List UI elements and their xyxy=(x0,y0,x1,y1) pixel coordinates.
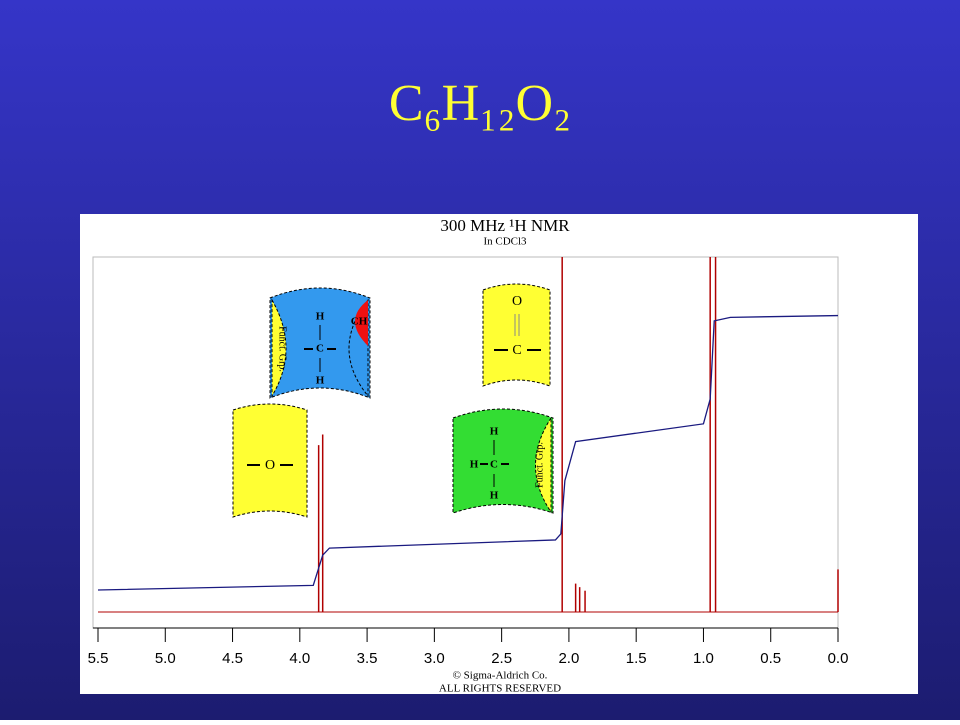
x-tick-label: 3.0 xyxy=(424,650,445,667)
atom: C xyxy=(490,459,498,471)
atom: O xyxy=(265,458,275,473)
x-tick-label: 0.5 xyxy=(760,650,781,667)
x-tick-label: 2.5 xyxy=(491,650,512,667)
group-label: Funct. Grp. xyxy=(277,326,288,372)
x-tick-label: 1.0 xyxy=(693,650,714,667)
x-tick-label: 5.5 xyxy=(88,650,109,667)
group-label: Funct. Grp. xyxy=(534,442,545,488)
fragment-carbonyl: O C xyxy=(482,283,551,387)
x-tick-label: 2.0 xyxy=(558,650,579,667)
atom: H xyxy=(316,375,325,387)
x-tick-label: 0.0 xyxy=(828,650,849,667)
credit: © Sigma-Aldrich Co. xyxy=(453,670,548,682)
x-tick-label: 4.0 xyxy=(289,650,310,667)
atom: H xyxy=(490,490,499,502)
chart-title: 300 MHz ¹H NMR xyxy=(440,216,570,235)
atom: C xyxy=(512,343,521,358)
slide-title: C₆H₁₂O₂ xyxy=(389,75,571,132)
atom: H xyxy=(316,311,325,323)
x-tick-label: 5.0 xyxy=(155,650,176,667)
atom: CH xyxy=(351,316,368,328)
fragment-ether: O xyxy=(232,403,308,518)
atom: C xyxy=(316,343,324,355)
x-tick-label: 3.5 xyxy=(357,650,378,667)
x-tick-label: 1.5 xyxy=(626,650,647,667)
chart-subtitle: In CDCl3 xyxy=(483,236,527,248)
fragment-methylene: H C H CH Funct. Grp. xyxy=(269,287,371,399)
plot: 5.5 5.0 4.5 4.0 3.5 3.0 2.5 2.0 1.5 1.0 0.5 0.0 xyxy=(88,257,849,667)
fragment-methyl: H H C H Funct. Grp. xyxy=(452,408,554,514)
atom: H xyxy=(490,426,499,438)
x-tick-label: 4.5 xyxy=(222,650,243,667)
atom: O xyxy=(512,294,522,309)
integral-curve xyxy=(97,314,839,591)
credit: ALL RIGHTS RESERVED xyxy=(439,683,561,695)
atom: H xyxy=(470,459,479,471)
